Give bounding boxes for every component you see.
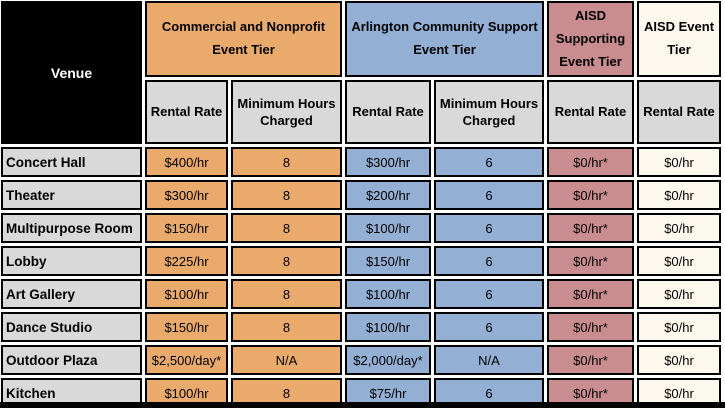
data-cell: $0/hr* <box>547 345 635 376</box>
data-cell: 6 <box>434 180 545 211</box>
tier-header-arlington-community: Arlington Community Support Event Tier <box>345 1 545 78</box>
data-cell: 8 <box>231 180 342 211</box>
data-cell: $0/hr* <box>547 279 635 310</box>
data-cell: 8 <box>231 213 342 244</box>
data-cell: $0/hr* <box>547 312 635 343</box>
data-cell: $100/hr <box>345 312 431 343</box>
tier-header-aisd-supporting: AISD Supporting Event Tier <box>547 1 635 78</box>
data-cell: $100/hr <box>345 213 431 244</box>
venue-cell: Theater <box>1 180 142 211</box>
data-cell: 6 <box>434 147 545 178</box>
data-cell: $0/hr* <box>547 147 635 178</box>
data-cell: 8 <box>231 312 342 343</box>
table-row: Multipurpose Room $150/hr 8 $100/hr 6 $0… <box>1 213 722 244</box>
table-row: Outdoor Plaza $2,500/day* N/A $2,000/day… <box>1 345 722 376</box>
data-cell: $0/hr <box>637 180 722 211</box>
data-cell: $100/hr <box>145 279 228 310</box>
data-cell: N/A <box>231 345 342 376</box>
data-cell: $2,500/day* <box>145 345 228 376</box>
data-cell: 6 <box>434 312 545 343</box>
venue-cell: Lobby <box>1 246 142 277</box>
table-row: Dance Studio $150/hr 8 $100/hr 6 $0/hr* … <box>1 312 722 343</box>
data-cell: $0/hr <box>637 279 722 310</box>
venue-cell: Multipurpose Room <box>1 213 142 244</box>
table-row: Theater $300/hr 8 $200/hr 6 $0/hr* $0/hr <box>1 180 722 211</box>
tier-header-commercial-nonprofit: Commercial and Nonprofit Event Tier <box>145 1 342 78</box>
venue-cell: Concert Hall <box>1 147 142 178</box>
data-cell: $200/hr <box>345 180 431 211</box>
data-cell: $2,000/day* <box>345 345 431 376</box>
data-cell: $150/hr <box>145 213 228 244</box>
data-cell: $400/hr <box>145 147 228 178</box>
column-header-commercial-rental-rate: Rental Rate <box>145 80 228 145</box>
data-cell: $150/hr <box>145 312 228 343</box>
data-cell: $0/hr <box>637 345 722 376</box>
data-cell: $0/hr <box>637 147 722 178</box>
venue-cell: Dance Studio <box>1 312 142 343</box>
data-cell: $0/hr <box>637 312 722 343</box>
data-cell: $0/hr* <box>547 180 635 211</box>
data-cell: 6 <box>434 279 545 310</box>
data-cell: $300/hr <box>345 147 431 178</box>
column-header-commercial-min-hours: Minimum Hours Charged <box>231 80 342 145</box>
data-cell: 8 <box>231 147 342 178</box>
data-cell: 8 <box>231 279 342 310</box>
column-header-event-rental-rate: Rental Rate <box>637 80 722 145</box>
data-cell: $0/hr <box>637 246 722 277</box>
data-cell: 8 <box>231 246 342 277</box>
data-cell: $100/hr <box>345 279 431 310</box>
column-header-arlington-min-hours: Minimum Hours Charged <box>434 80 545 145</box>
data-cell: $150/hr <box>345 246 431 277</box>
tier-header-aisd-event: AISD Event Tier <box>637 1 722 78</box>
data-cell: 6 <box>434 246 545 277</box>
data-cell: $300/hr <box>145 180 228 211</box>
data-cell: $0/hr* <box>547 246 635 277</box>
table-bottom-border-bar <box>0 402 725 408</box>
data-cell: N/A <box>434 345 545 376</box>
data-cell: 6 <box>434 213 545 244</box>
data-cell: $0/hr <box>637 213 722 244</box>
table-row: Art Gallery $100/hr 8 $100/hr 6 $0/hr* $… <box>1 279 722 310</box>
column-header-supporting-rental-rate: Rental Rate <box>547 80 635 145</box>
venue-cell: Outdoor Plaza <box>1 345 142 376</box>
column-header-arlington-rental-rate: Rental Rate <box>345 80 431 145</box>
venue-column-header: Venue <box>1 1 142 145</box>
data-cell: $0/hr* <box>547 213 635 244</box>
table-row: Concert Hall $400/hr 8 $300/hr 6 $0/hr* … <box>1 147 722 178</box>
data-cell: $225/hr <box>145 246 228 277</box>
venue-cell: Art Gallery <box>1 279 142 310</box>
table-row: Lobby $225/hr 8 $150/hr 6 $0/hr* $0/hr <box>1 246 722 277</box>
